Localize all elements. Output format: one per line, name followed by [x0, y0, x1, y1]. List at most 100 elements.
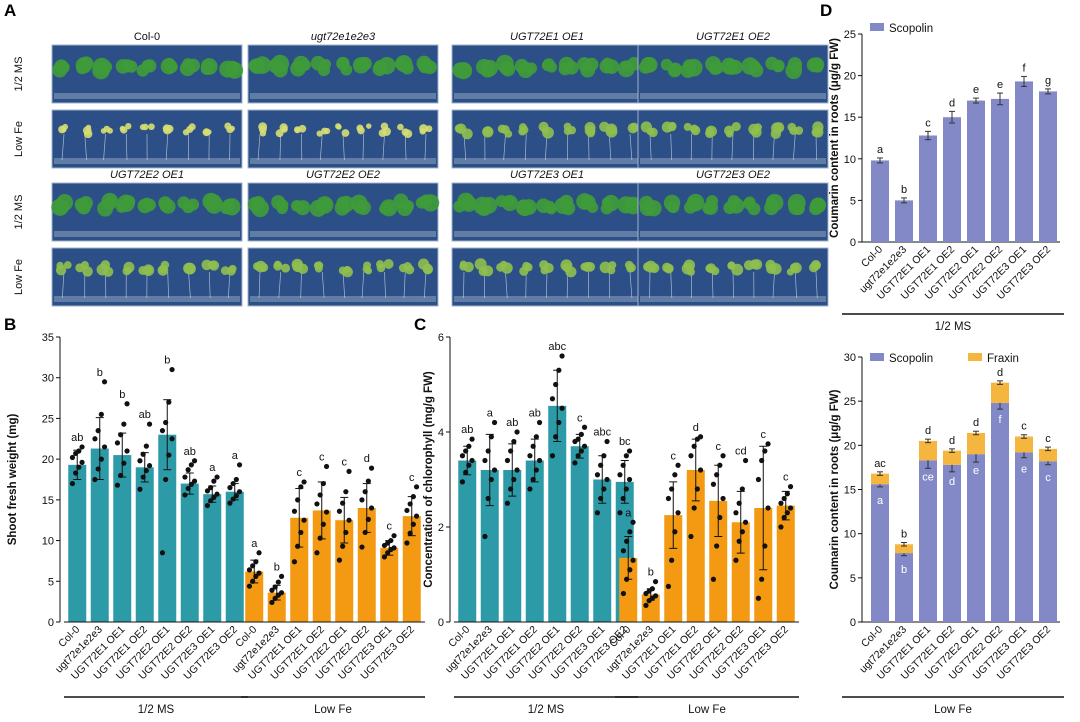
data-point — [272, 584, 278, 590]
seedling-leaf — [225, 60, 240, 76]
bar-fraxin-ugt72e2-oe1 — [967, 432, 985, 455]
data-point — [76, 448, 82, 454]
seedling-leaf — [765, 56, 779, 71]
seedling-leaf — [258, 122, 268, 132]
data-point — [559, 353, 565, 359]
significance-label: e — [973, 465, 979, 477]
data-point — [762, 543, 768, 549]
y-tick-label: 20 — [844, 440, 856, 452]
data-point — [92, 436, 98, 442]
data-point — [578, 448, 584, 454]
bar-1-2-ms-ugt72e1-oe1 — [113, 455, 132, 622]
data-point — [246, 583, 253, 589]
data-point — [143, 467, 149, 474]
data-point — [391, 533, 397, 539]
data-point — [572, 460, 578, 466]
data-point — [459, 479, 466, 485]
seedling-leaf — [74, 198, 89, 212]
y-tick-label: 0 — [850, 237, 856, 249]
seedling-leaf — [276, 202, 288, 215]
data-point — [717, 462, 723, 468]
data-point — [362, 529, 368, 536]
significance-label: ab — [529, 408, 541, 420]
bar-scopolin-ugt72e2-oe1 — [967, 454, 985, 622]
bar-1-2-ms-ugt72e1-oe2 — [525, 460, 544, 622]
data-point — [407, 501, 413, 507]
data-point — [137, 458, 143, 464]
data-point — [720, 495, 726, 502]
seedling-leaf — [228, 264, 237, 273]
data-point — [459, 453, 466, 459]
seedling-leaf — [219, 201, 233, 215]
data-point — [118, 472, 124, 479]
seedling-leaf — [423, 60, 437, 75]
data-point — [340, 500, 346, 506]
seedling-root — [300, 271, 302, 299]
data-point — [95, 466, 101, 472]
data-point — [463, 448, 469, 454]
bar-scopolin-ugt72e2-oe1 — [967, 100, 985, 242]
data-point — [553, 381, 559, 388]
seedling-leaf — [208, 260, 217, 270]
seedling-root — [815, 271, 818, 299]
significance-label: d — [949, 476, 955, 488]
seedling-root — [342, 133, 345, 161]
data-point — [669, 486, 675, 492]
seedling-root — [258, 271, 261, 299]
data-point — [627, 529, 633, 535]
bar-scopolin-ugt72e1-oe1 — [919, 135, 937, 242]
data-point — [714, 543, 720, 549]
seedling-leaf — [584, 125, 596, 137]
y-tick-label: 30 — [42, 373, 54, 385]
data-point — [691, 505, 697, 511]
data-point — [652, 593, 659, 599]
data-point — [298, 484, 304, 490]
significance-label: b — [901, 184, 907, 196]
data-point — [317, 492, 323, 498]
seedling-leaf — [397, 123, 404, 131]
data-point — [336, 508, 343, 514]
data-point — [504, 457, 511, 464]
data-point — [343, 489, 349, 495]
data-point — [781, 514, 787, 521]
seedling-root — [227, 271, 231, 299]
data-point — [530, 476, 536, 483]
data-point — [278, 590, 285, 596]
data-point — [581, 443, 588, 449]
data-point — [253, 573, 259, 580]
y-tick-label: 25 — [844, 29, 856, 41]
data-point — [140, 451, 146, 457]
data-point — [69, 454, 76, 461]
significance-label: d — [949, 97, 955, 109]
panel-c-chart: 0 2 4 6 Concentration of chlorophyll (mg/g F… — [423, 332, 799, 716]
significance-label: b — [901, 564, 907, 576]
bar-1-2-ms-ugt72e1-oe1 — [503, 470, 522, 622]
seedling-root — [279, 133, 282, 161]
seedling-leaf — [565, 60, 579, 75]
significance-label: d — [364, 453, 370, 465]
data-point — [697, 434, 704, 440]
row-label-1-2-ms: 1/2 MS — [13, 57, 25, 92]
y-tick-label: 20 — [844, 71, 856, 83]
seedling-leaf — [499, 260, 508, 269]
seedling-root — [319, 133, 323, 161]
data-point — [469, 457, 475, 464]
data-point — [652, 579, 659, 585]
data-point — [185, 485, 191, 492]
seedling-leaf — [358, 56, 372, 71]
data-point — [275, 579, 281, 585]
plate-title-ugt72e1-oe2: UGT72E1 OE2 — [696, 31, 770, 43]
data-point — [410, 494, 416, 500]
seedling-leaf — [639, 200, 656, 217]
significance-label: a — [877, 495, 884, 507]
seedling-leaf — [546, 61, 558, 73]
data-point — [601, 486, 607, 492]
panel-d-bottom-chart: 0 5 10 15 20 25 30 Coumarin content in roots (μ… — [829, 352, 1064, 716]
seedling-leaf — [63, 261, 72, 269]
seedling-leaf — [683, 122, 692, 131]
data-point — [362, 489, 368, 495]
plate-title-ugt72e3-oe1: UGT72E3 OE1 — [510, 169, 584, 181]
data-point — [359, 497, 365, 503]
data-point — [98, 411, 104, 417]
